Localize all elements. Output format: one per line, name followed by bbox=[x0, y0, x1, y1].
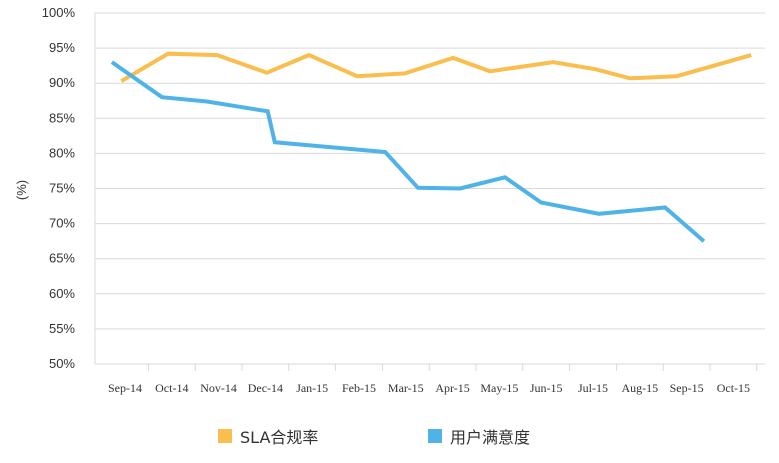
y-tick-label: 65% bbox=[49, 251, 75, 266]
y-tick-label: 95% bbox=[49, 40, 75, 55]
legend-item-satisfaction: 用户满意度 bbox=[428, 424, 530, 448]
series-line-sla bbox=[120, 51, 752, 83]
y-tick-label: 75% bbox=[49, 181, 75, 196]
legend-label-satisfaction: 用户满意度 bbox=[450, 428, 531, 447]
x-tick-label: Dec-14 bbox=[248, 381, 283, 395]
x-tick-label: May-15 bbox=[480, 381, 518, 395]
legend-item-sla: SLA合规率 bbox=[218, 424, 318, 448]
x-tick-label: Oct-14 bbox=[155, 381, 188, 395]
y-axis-title: (%) bbox=[14, 180, 29, 200]
y-tick-label: 60% bbox=[49, 286, 75, 301]
x-tick-label: Sep-15 bbox=[670, 381, 704, 395]
x-tick-label: Jan-15 bbox=[296, 381, 328, 395]
x-tick-label: Mar-15 bbox=[388, 381, 424, 395]
x-tick-label: Sep-14 bbox=[108, 381, 142, 395]
series-line-satisfaction bbox=[110, 60, 706, 243]
x-tick-label: Aug-15 bbox=[621, 381, 658, 395]
y-tick-label: 90% bbox=[49, 75, 75, 90]
y-tick-label: 50% bbox=[49, 356, 75, 371]
y-tick-label: 100% bbox=[42, 5, 76, 20]
x-tick-label: Nov-14 bbox=[200, 381, 237, 395]
x-tick-label: Apr-15 bbox=[435, 381, 469, 395]
x-tick-label: Jul-15 bbox=[578, 381, 608, 395]
y-tick-label: 70% bbox=[49, 216, 75, 231]
y-tick-label: 55% bbox=[49, 321, 75, 336]
y-tick-label: 85% bbox=[49, 110, 75, 125]
legend-label-sla: SLA合规率 bbox=[240, 428, 319, 447]
legend-swatch-sla bbox=[218, 429, 232, 443]
x-tick-label: Feb-15 bbox=[342, 381, 376, 395]
x-tick-label: Jun-15 bbox=[530, 381, 563, 395]
legend-swatch-satisfaction bbox=[428, 429, 442, 443]
x-tick-label: Oct-15 bbox=[717, 381, 750, 395]
y-tick-label: 80% bbox=[49, 145, 75, 160]
